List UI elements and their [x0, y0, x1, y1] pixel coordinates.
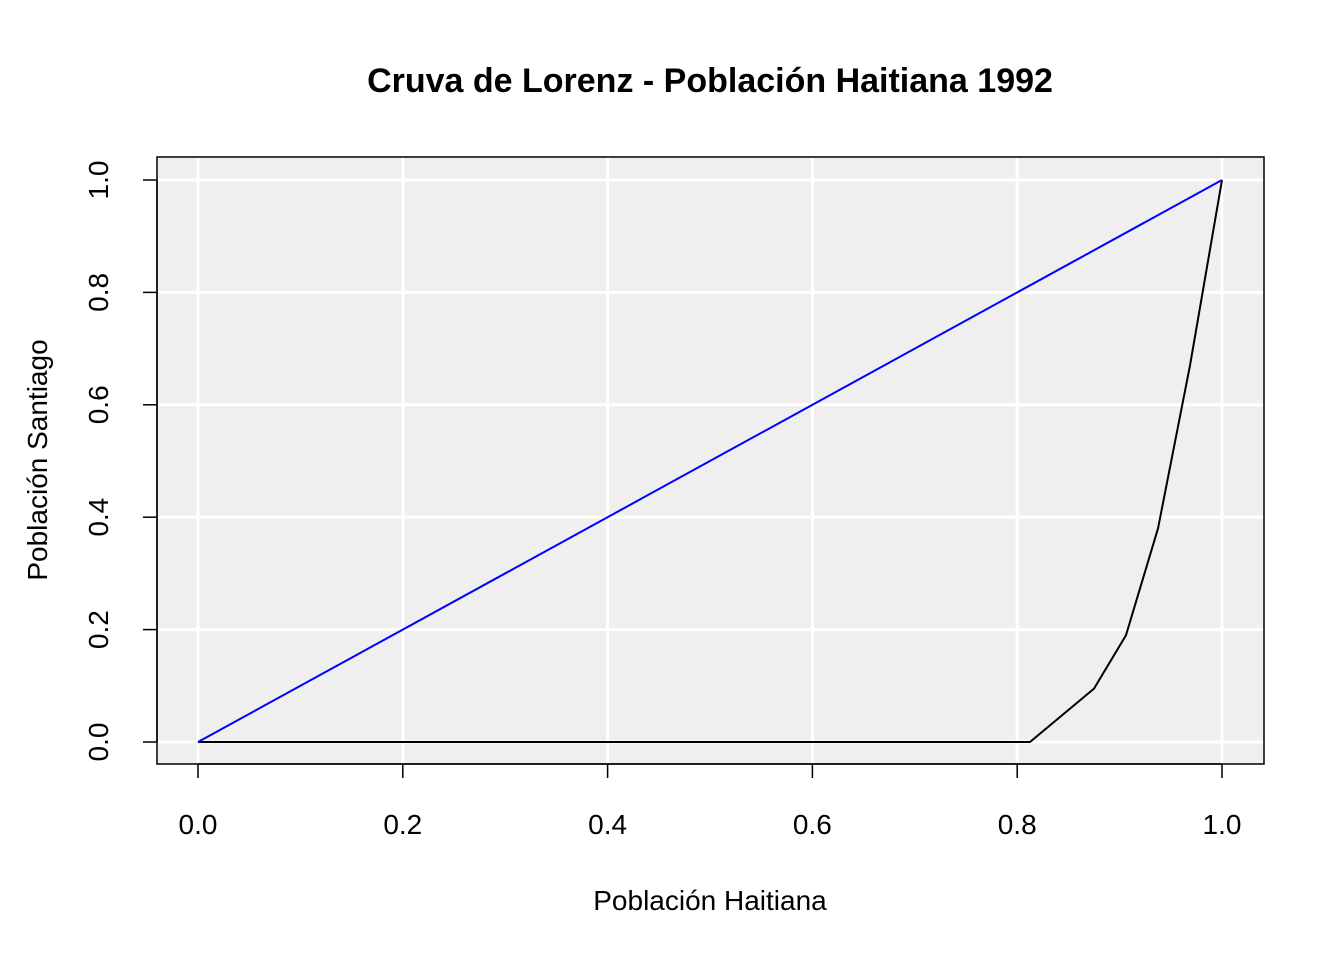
x-tick-label: 0.6: [793, 809, 832, 840]
x-tick-label: 0.8: [998, 809, 1037, 840]
x-tick-label: 0.4: [588, 809, 627, 840]
x-tick-label: 0.0: [179, 809, 218, 840]
x-axis-label: Población Haitiana: [593, 885, 827, 916]
x-tick-label: 1.0: [1203, 809, 1242, 840]
y-tick-label: 1.0: [83, 161, 114, 200]
chart-title: Cruva de Lorenz - Población Haitiana 199…: [367, 62, 1053, 100]
equality-line: [197, 179, 1223, 743]
y-tick-label: 0.4: [83, 498, 114, 537]
x-axis: 0.0 0.2 0.4 0.6 0.8 1.0: [179, 763, 1242, 840]
y-axis-label: Población Santiago: [22, 339, 53, 580]
y-axis: 0.0 0.2 0.4 0.6 0.8 1.0: [83, 161, 158, 762]
y-tick-label: 0.0: [83, 723, 114, 762]
y-tick-label: 0.2: [83, 610, 114, 649]
y-tick-label: 0.6: [83, 385, 114, 424]
series-layer: [197, 179, 1223, 743]
x-tick-label: 0.2: [383, 809, 422, 840]
y-tick-label: 0.8: [83, 273, 114, 312]
lorenz-curve-line: [198, 179, 1223, 743]
